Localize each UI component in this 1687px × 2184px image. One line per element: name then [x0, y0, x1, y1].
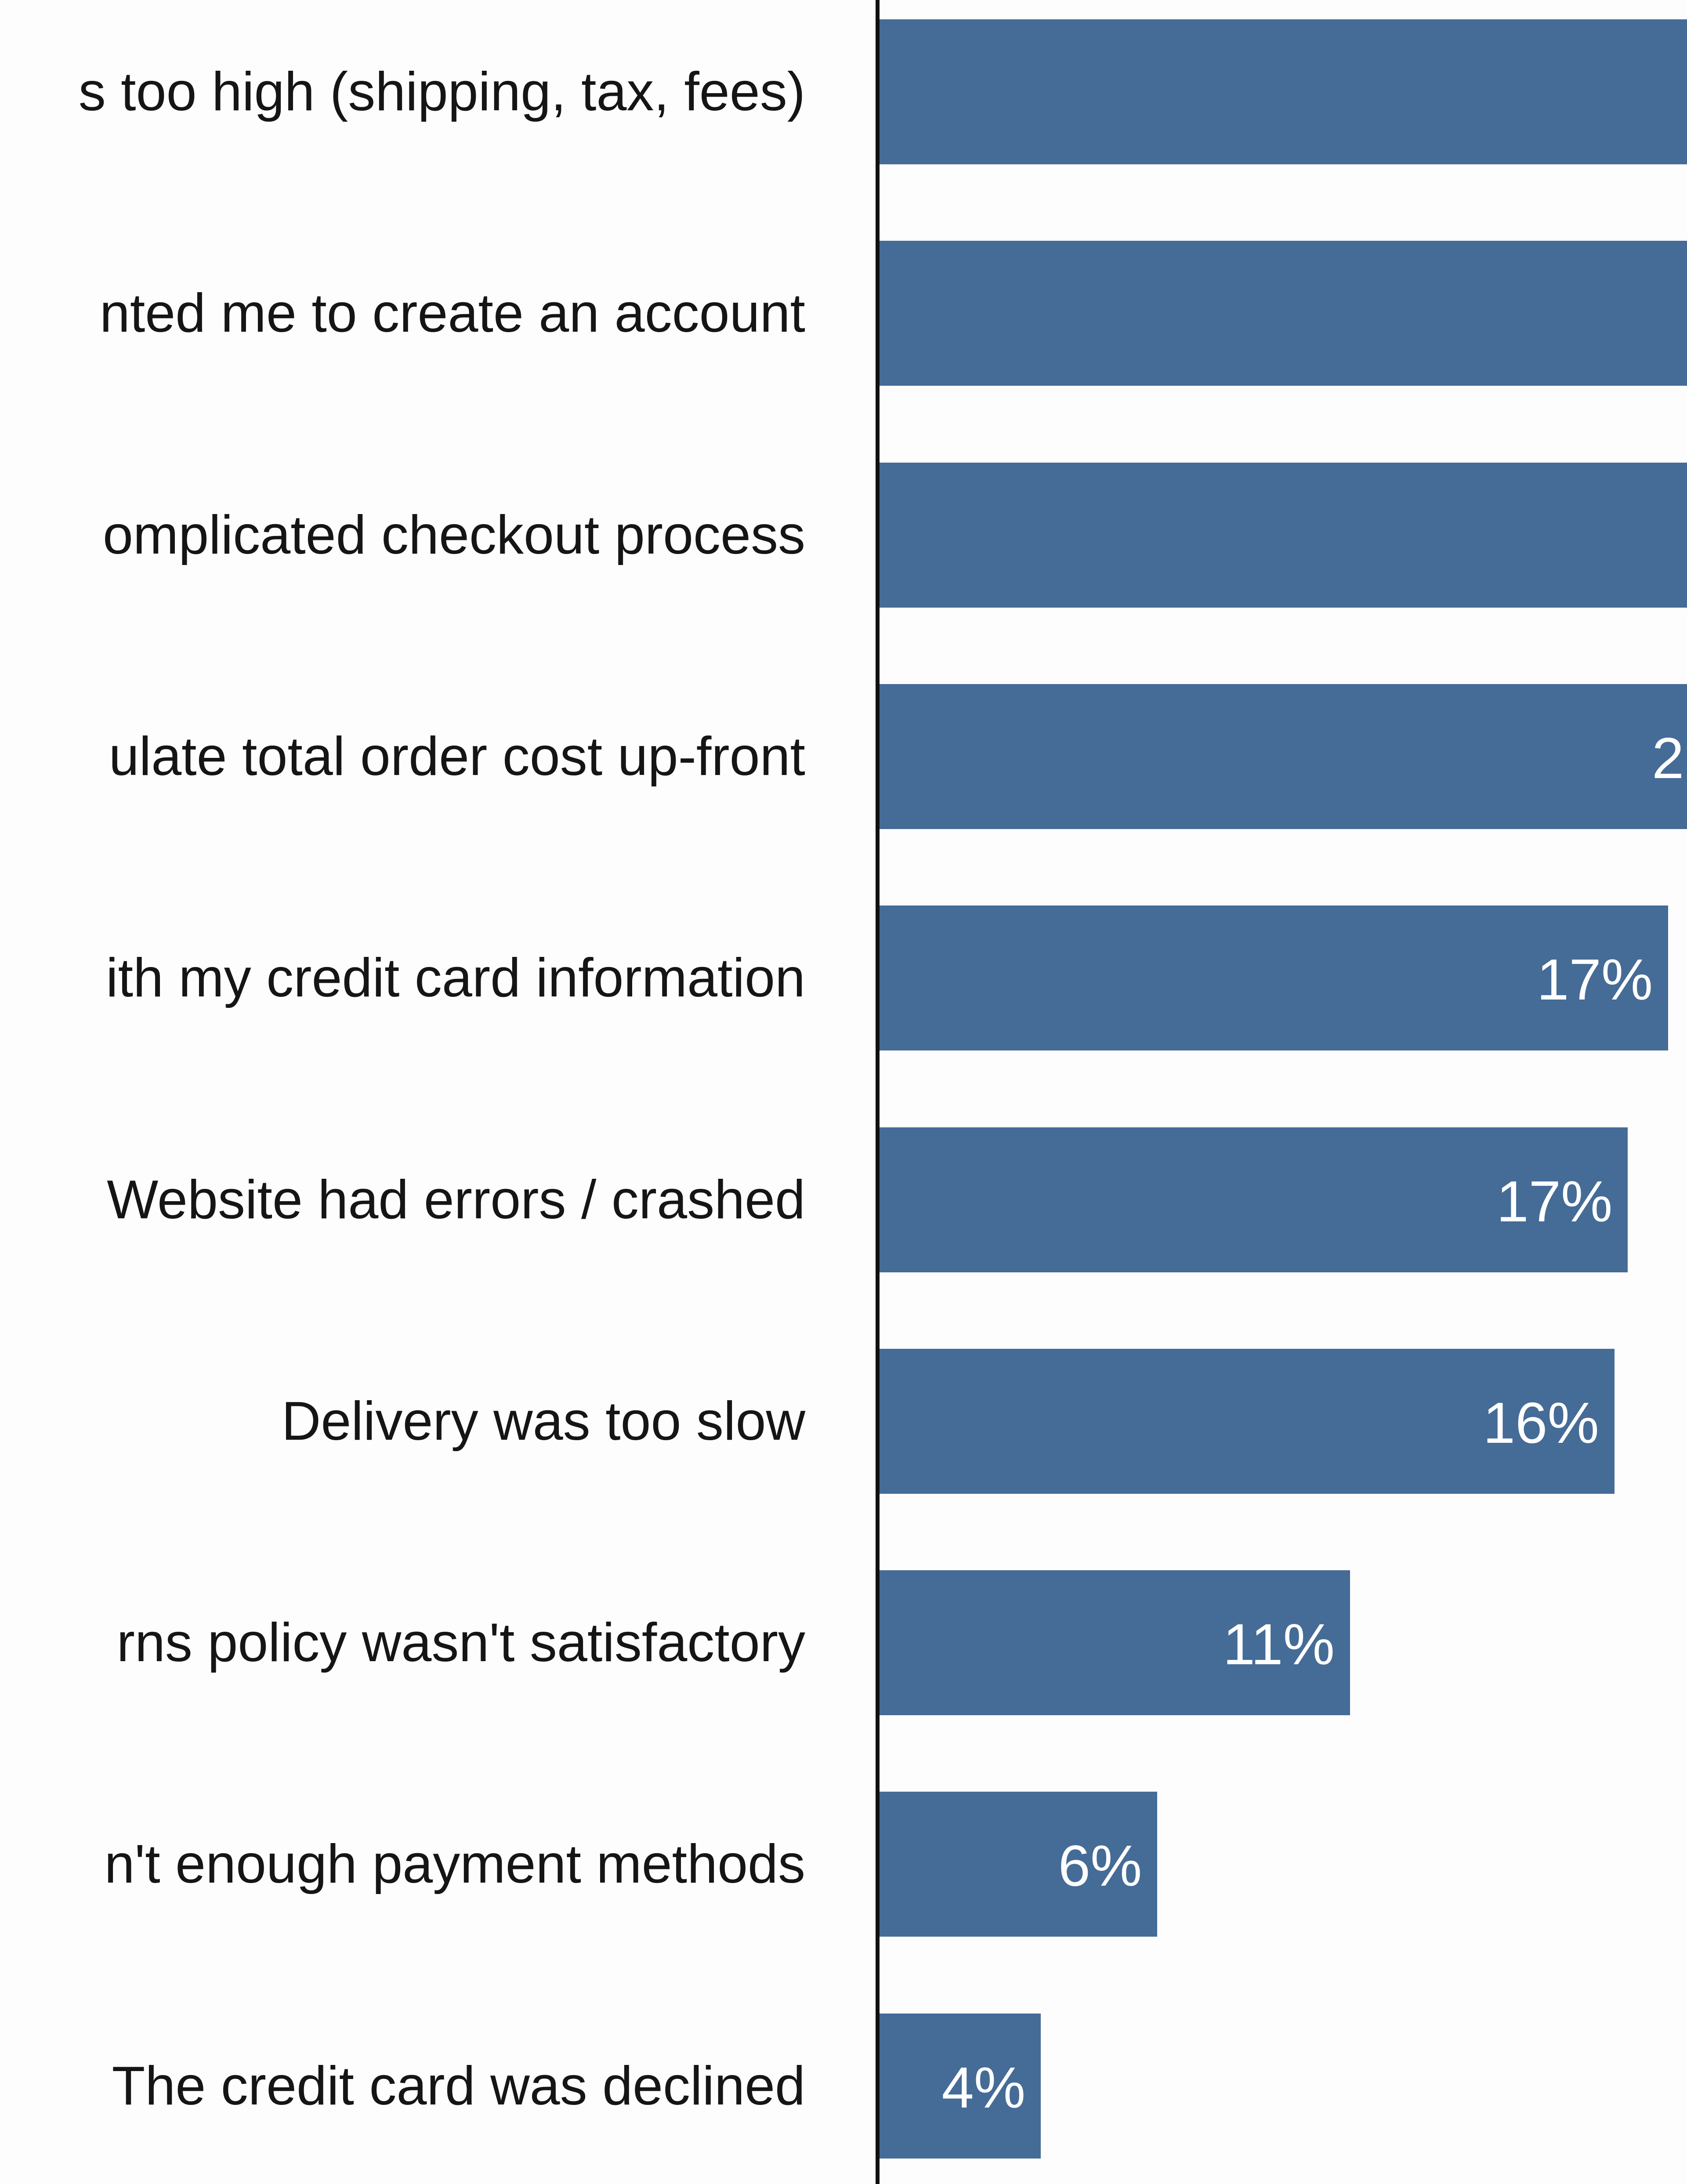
value-label: 16% [1483, 1390, 1599, 1455]
bar [880, 684, 1687, 829]
category-label: s too high (shipping, tax, fees) [78, 62, 805, 122]
bar [880, 905, 1669, 1051]
bar [880, 462, 1687, 608]
bar [880, 19, 1687, 164]
category-label: nted me to create an account [99, 283, 805, 344]
value-label: 4% [941, 2055, 1026, 2120]
bar [880, 1127, 1628, 1272]
value-label: 2 [1652, 725, 1684, 790]
category-label: omplicated checkout process [102, 504, 805, 565]
category-label: Website had errors / crashed [107, 1169, 805, 1230]
category-label: rns policy wasn't satisfactory [116, 1612, 805, 1673]
category-label: ith my credit card information [106, 948, 805, 1009]
category-label: ulate total order cost up-front [109, 726, 805, 787]
bar [880, 1792, 1158, 1937]
value-label: 17% [1537, 947, 1653, 1012]
category-label: n't enough payment methods [104, 1834, 805, 1895]
value-label: 6% [1058, 1833, 1142, 1898]
value-label: 11% [1223, 1612, 1335, 1677]
category-label: Delivery was too slow [281, 1391, 805, 1452]
bar [880, 1348, 1615, 1494]
value-label: 17% [1496, 1169, 1613, 1234]
category-label: The credit card was declined [112, 2055, 805, 2116]
bar [880, 241, 1687, 386]
bar [880, 2013, 1041, 2159]
bar [880, 1570, 1350, 1716]
y-axis-line [876, 0, 880, 2184]
